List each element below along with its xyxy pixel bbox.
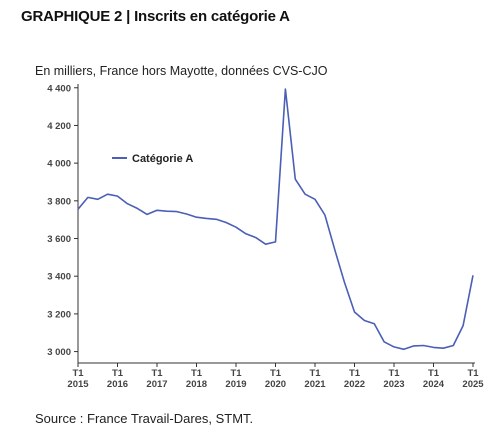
legend-label: Catégorie A	[132, 153, 193, 165]
x-tick-label-year: 2019	[225, 379, 246, 390]
x-tick-label-year: 2024	[423, 379, 445, 390]
x-tick-label-quarter: T1	[151, 368, 163, 379]
x-tick-label-year: 2025	[462, 379, 484, 390]
x-tick-label-year: 2022	[344, 379, 365, 390]
x-tick-label-year: 2016	[107, 379, 128, 390]
y-tick-label: 3 200	[47, 309, 71, 320]
y-tick-label: 3 400	[47, 272, 71, 283]
x-tick-label-quarter: T1	[191, 368, 203, 379]
x-tick-label-year: 2023	[383, 379, 404, 390]
axes	[74, 84, 475, 367]
y-tick-label: 4 200	[47, 121, 71, 132]
x-tick-label-quarter: T1	[270, 368, 282, 379]
x-tick-label-year: 2015	[67, 379, 89, 390]
x-tick-label-year: 2020	[265, 379, 286, 390]
x-tick-label-year: 2017	[146, 379, 167, 390]
y-tick-label: 4 000	[47, 159, 71, 170]
y-tick-label: 3 800	[47, 196, 71, 207]
source-note: Source : France Travail-Dares, STMT.	[35, 411, 254, 426]
x-tick-label-quarter: T1	[428, 368, 440, 379]
legend: Catégorie A	[112, 153, 193, 165]
x-tick-label-quarter: T1	[467, 368, 479, 379]
chart-title: GRAPHIQUE 2 | Inscrits en catégorie A	[21, 8, 290, 25]
x-tick-label-quarter: T1	[388, 368, 400, 379]
y-tick-label: 3 000	[47, 347, 71, 358]
chart-subtitle: En milliers, France hors Mayotte, donnée…	[35, 64, 328, 78]
series-line-categorie-a	[77, 88, 474, 351]
x-tick-label-year: 2021	[304, 379, 326, 390]
x-tick-label-quarter: T1	[230, 368, 242, 379]
tick-labels: 3 000 3 200 3 400 3 600 3 800 4 000 4 200 4 400…	[47, 83, 484, 390]
x-tick-label-quarter: T1	[112, 368, 124, 379]
x-tick-label-year: 2018	[186, 379, 207, 390]
x-tick-label-quarter: T1	[309, 368, 321, 379]
y-tick-label: 4 400	[47, 83, 71, 94]
series-layer	[77, 88, 474, 351]
y-tick-label: 3 600	[47, 234, 71, 245]
x-tick-label-quarter: T1	[349, 368, 361, 379]
x-tick-label-quarter: T1	[72, 368, 84, 379]
